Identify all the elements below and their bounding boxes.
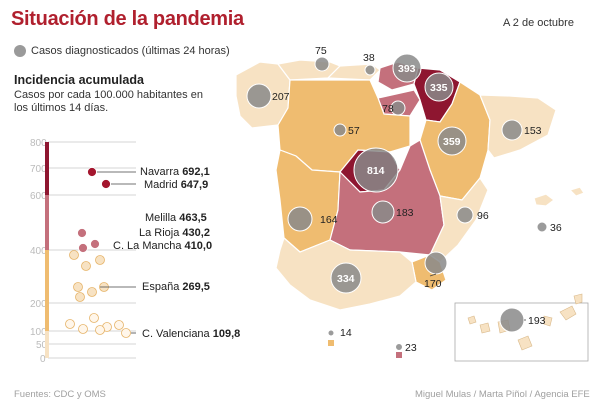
- bubble-murcia: 170: [424, 278, 442, 290]
- bubble-pais-vasco: 393: [398, 63, 416, 75]
- bubble-baleares: 36: [550, 222, 562, 234]
- bubble-legend-icon: [14, 45, 26, 57]
- scale-band-low: [45, 331, 49, 358]
- bubble-legend-label: Casos diagnosticados (últimas 24 horas): [31, 45, 230, 57]
- bubble-castilla-leon: 57: [348, 125, 360, 137]
- canarias-inset: [454, 293, 589, 362]
- bubble-madrid: 814: [367, 165, 385, 177]
- bubbles: 207 75 38 393 335 78 57 359 153 814 164 …: [246, 45, 562, 354]
- scale-tick-600: 600: [30, 191, 47, 202]
- scale-tick-700: 700: [30, 164, 47, 175]
- scale-band-very-high: [45, 142, 49, 195]
- bubble-legend: Casos diagnosticados (últimas 24 horas): [14, 45, 230, 57]
- footer-credits: Miguel Mulas / Marta Piñol / Agencia EFE: [415, 389, 590, 400]
- scale-tick-0: 0: [40, 354, 46, 365]
- scale-label-navarra: Navarra 692,1: [140, 166, 210, 178]
- bubble-castilla-la-mancha: 183: [396, 207, 414, 219]
- bubble-extremadura: 164: [320, 214, 338, 226]
- region-baleares-2: [568, 186, 585, 197]
- ceuta-marker: [328, 340, 334, 346]
- bubble-aragon: 359: [443, 136, 461, 148]
- footer-sources: Fuentes: CDC y OMS: [14, 389, 106, 400]
- bubble-la-rioja: 78: [382, 103, 394, 115]
- scale-label-valencia: C. Valenciana 109,8: [142, 328, 240, 340]
- scale-label-melilla: Melilla 463,5: [145, 212, 207, 224]
- bubble-navarra: 335: [430, 82, 448, 94]
- scale-label-la-rioja: La Rioja 430,2: [139, 227, 210, 239]
- bubble-melilla: 23: [405, 342, 417, 354]
- incidence-title: Incidencia acumulada: [14, 73, 144, 87]
- scale-label-espana: España 269,5: [142, 281, 210, 293]
- region-baleares: [533, 193, 555, 207]
- bubble-ceuta: 14: [340, 327, 352, 339]
- scale-label-castilla-la-mancha: C. La Mancha 410,0: [113, 240, 212, 252]
- scale-label-madrid: Madrid 647,9: [144, 179, 208, 191]
- scale-tick-100: 100: [30, 327, 47, 338]
- melilla-marker: [396, 352, 402, 358]
- scale-band-high: [45, 195, 49, 250]
- bubble-andalucia: 334: [337, 273, 355, 285]
- bubble-canarias: 193: [528, 315, 546, 327]
- date-label: A 2 de octubre: [503, 17, 574, 29]
- bubble-asturias: 75: [315, 45, 327, 57]
- scale-tick-50: 50: [36, 340, 48, 351]
- incidence-description: Casos por cada 100.000 habitantes en los…: [14, 89, 203, 114]
- bubble-cantabria: 38: [363, 52, 375, 64]
- scale-tick-400: 400: [30, 246, 47, 257]
- canarias-frame: [454, 302, 589, 362]
- scale-tick-200: 200: [30, 299, 47, 310]
- incidence-scale: 800 700 600 400 200 100 50 0: [30, 138, 240, 365]
- scale-tick-800: 800: [30, 138, 47, 149]
- bubble-cataluna: 153: [524, 125, 542, 137]
- bubble-valencia: 96: [477, 210, 489, 222]
- scale-band-medium: [45, 250, 49, 331]
- bubble-galicia: 207: [272, 91, 290, 103]
- page-title: Situación de la pandemia: [11, 8, 244, 30]
